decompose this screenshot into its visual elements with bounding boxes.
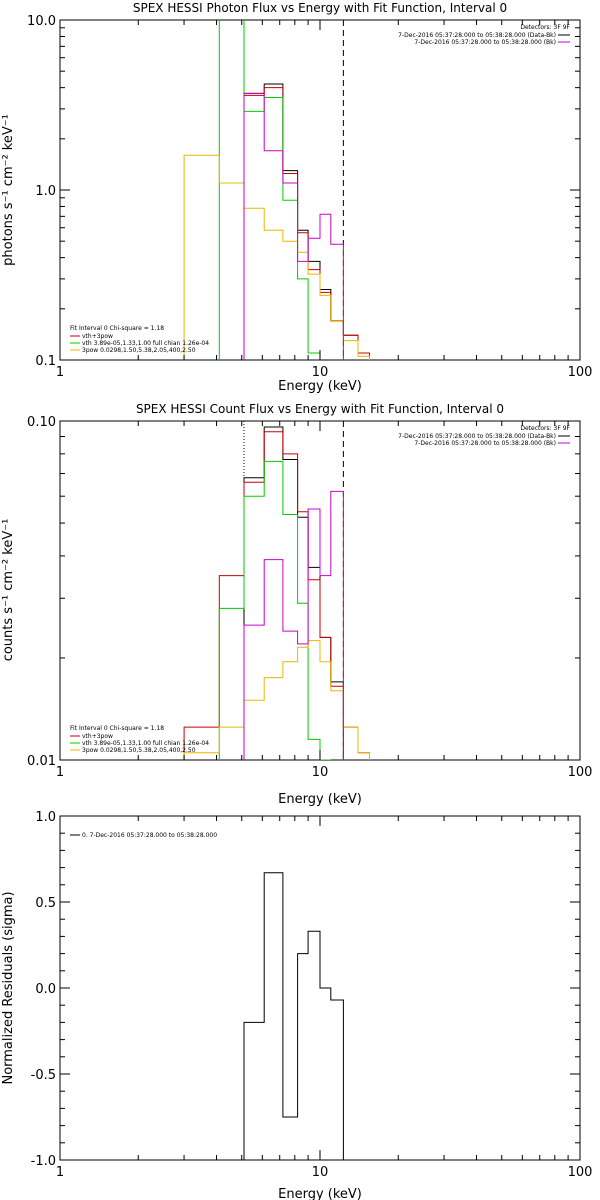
legend-label: 7-Dec-2016 05:37:28.000 to 05:38:28.000 …: [414, 440, 556, 447]
y-tick-label: 0.10: [27, 415, 56, 430]
y-tick-label: 0.0: [35, 982, 56, 997]
legend-label: vth 3.89e-05,1.33,1.00 full chian 1.26e-…: [82, 740, 209, 747]
series-line-3pow: [183, 154, 370, 360]
legend-label: vth+3pow: [82, 333, 113, 340]
series-line-bk: [243, 92, 344, 360]
series-line-0-: [243, 872, 344, 1160]
legend-header: Fit Interval 0 Chi-square = 1.18: [70, 725, 164, 732]
x-tick-label: 100: [568, 365, 593, 380]
legend-header: Fit Interval 0 Chi-square = 1.18: [70, 325, 164, 332]
legend-header: Detectors: 3F 9F: [520, 24, 570, 31]
photon-flux-title: SPEX HESSI Photon Flux vs Energy with Fi…: [133, 1, 507, 15]
legend-label: 0. 7-Dec-2016 05:37:28.000 to 05:38:28.0…: [82, 832, 217, 839]
count-flux-panel: SPEX HESSI Count Flux vs Energy with Fit…: [1, 402, 592, 807]
y-tick-label: 10.0: [27, 14, 56, 29]
legend-label: 7-Dec-2016 05:37:28.000 to 05:38:28.000 …: [414, 39, 556, 46]
x-tick-label: 1: [56, 365, 64, 380]
count-flux-xlabel: Energy (keV): [278, 792, 362, 807]
x-tick-label: 10: [312, 765, 329, 780]
x-tick-label: 1: [56, 765, 64, 780]
count-flux-ylabel: counts s⁻¹ cm⁻² keV⁻¹: [1, 519, 16, 662]
x-tick-label: 10: [312, 1165, 329, 1180]
x-tick-label: 10: [312, 365, 329, 380]
residuals-panel: 1 10 100 -1.0 -0.5 0.0 0.5 1.0 Energy (keV) No…: [1, 810, 592, 1200]
y-tick-label: 0.01: [27, 754, 56, 769]
series-line-data-bk: [243, 83, 370, 360]
residuals-xlabel: Energy (keV): [278, 1187, 362, 1200]
legend-label: 3pow 0.0298,1.50,5.38,2.05,400,2.50: [82, 347, 196, 354]
x-tick-label: 100: [568, 1165, 593, 1180]
photon-flux-ylabel: photons s⁻¹ cm⁻² keV⁻¹: [1, 114, 16, 266]
series-line-vth-3pow: [243, 87, 370, 360]
series-line-3pow: [183, 640, 370, 760]
y-tick-label: -0.5: [31, 1068, 56, 1083]
residuals-ylabel: Normalized Residuals (sigma): [1, 891, 16, 1084]
legend-header: Detectors: 3F 9F: [520, 425, 570, 432]
photon-flux-panel: SPEX HESSI Photon Flux vs Energy with Fi…: [1, 1, 593, 394]
legend-label: vth+3pow: [82, 733, 113, 740]
series-line-data-bk: [243, 426, 344, 760]
count-flux-title: SPEX HESSI Count Flux vs Energy with Fit…: [136, 402, 504, 416]
y-tick-label: 0.1: [35, 354, 56, 369]
x-tick-label: 100: [568, 765, 593, 780]
series-line-vth: [218, 20, 321, 360]
photon-flux-plot-frame: [59, 19, 581, 361]
y-tick-label: 0.5: [35, 896, 56, 911]
legend-label: 7-Dec-2016 05:37:28.000 to 05:38:28.000 …: [398, 32, 556, 39]
x-tick-label: 1: [56, 1165, 64, 1180]
series-line-vth: [218, 460, 331, 760]
series-line-vth-3pow: [183, 431, 370, 760]
series-line-bk: [243, 490, 344, 760]
legend-label: 3pow 0.0298,1.50,5.38,2.05,400,2.50: [82, 747, 196, 754]
legend-label: 7-Dec-2016 05:37:28.000 to 05:38:28.000 …: [398, 433, 556, 440]
y-tick-label: 1.0: [35, 810, 56, 825]
y-tick-label: -1.0: [31, 1154, 56, 1169]
photon-flux-xlabel: Energy (keV): [278, 379, 362, 394]
legend-label: vth 3.89e-05,1.33,1.00 full chian 1.26e-…: [82, 340, 209, 347]
y-tick-label: 1.0: [35, 184, 56, 199]
